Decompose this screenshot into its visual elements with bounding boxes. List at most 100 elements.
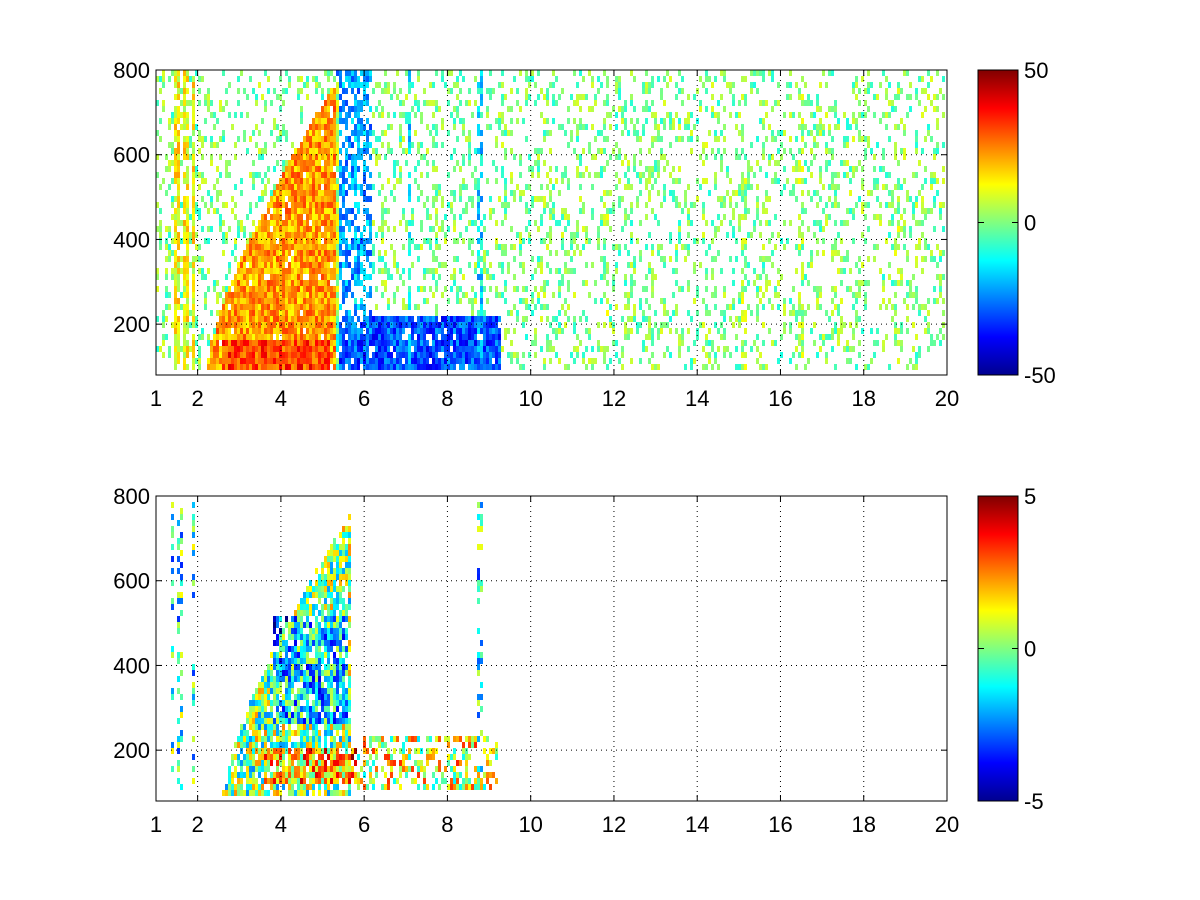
heatmap-cell: [858, 88, 861, 94]
heatmap-cell: [336, 286, 339, 292]
heatmap-cell: [381, 220, 384, 226]
heatmap-cell: [735, 124, 738, 130]
heatmap-cell: [678, 346, 681, 352]
heatmap-cell: [417, 160, 420, 166]
heatmap-cell: [453, 268, 456, 274]
heatmap-cell: [822, 70, 825, 76]
heatmap-cell: [834, 172, 837, 178]
heatmap-cell: [564, 226, 567, 232]
heatmap-cell: [327, 304, 330, 310]
heatmap-cell: [441, 220, 444, 226]
heatmap-cell: [864, 364, 867, 370]
heatmap-cell: [924, 238, 927, 244]
heatmap-cell: [387, 124, 390, 130]
heatmap-cell: [813, 286, 816, 292]
heatmap-cell: [834, 190, 837, 196]
heatmap-cell: [756, 316, 759, 322]
heatmap-cell: [894, 142, 897, 148]
heatmap-cell: [585, 124, 588, 130]
heatmap-cell: [300, 244, 303, 250]
heatmap-cell: [345, 88, 348, 94]
heatmap-cell: [738, 226, 741, 232]
heatmap-cell: [291, 166, 294, 172]
heatmap-cell: [294, 322, 297, 328]
heatmap-cell: [573, 268, 576, 274]
heatmap-cell: [798, 148, 801, 154]
heatmap-cell: [462, 76, 465, 82]
heatmap-cell: [486, 112, 489, 118]
heatmap-cell: [561, 238, 564, 244]
heatmap-cell: [309, 274, 312, 280]
heatmap-cell: [849, 346, 852, 352]
heatmap-cell: [192, 298, 195, 304]
heatmap-cell: [501, 202, 504, 208]
heatmap-cell: [216, 208, 219, 214]
heatmap-cell: [324, 226, 327, 232]
heatmap-cell: [912, 274, 915, 280]
heatmap-cell: [498, 244, 501, 250]
heatmap-cell: [915, 358, 918, 364]
heatmap-cell: [261, 220, 264, 226]
heatmap-cell: [849, 322, 852, 328]
heatmap-cell: [939, 256, 942, 262]
heatmap-cell: [192, 112, 195, 118]
heatmap-cell: [330, 208, 333, 214]
heatmap-cell: [531, 292, 534, 298]
heatmap-cell: [912, 346, 915, 352]
heatmap-cell: [219, 328, 222, 334]
heatmap-cell: [225, 340, 228, 346]
heatmap-cell: [252, 178, 255, 184]
heatmap-cell: [678, 70, 681, 76]
heatmap-cell: [174, 256, 177, 262]
heatmap-cell: [297, 286, 300, 292]
heatmap-cell: [789, 310, 792, 316]
heatmap-cell: [249, 298, 252, 304]
heatmap-cell: [741, 238, 744, 244]
heatmap-cell: [648, 322, 651, 328]
heatmap-cell: [624, 244, 627, 250]
heatmap-cell: [402, 352, 405, 358]
heatmap-cell: [768, 196, 771, 202]
heatmap-cell: [675, 202, 678, 208]
heatmap-cell: [276, 292, 279, 298]
heatmap-cell: [240, 298, 243, 304]
heatmap-cell: [234, 346, 237, 352]
heatmap-cell: [174, 196, 177, 202]
heatmap-cell: [330, 256, 333, 262]
heatmap-cell: [267, 250, 270, 256]
heatmap-cell: [942, 334, 945, 340]
heatmap-cell: [336, 196, 339, 202]
heatmap-cell: [816, 124, 819, 130]
heatmap-cell: [306, 268, 309, 274]
heatmap-cell: [483, 262, 486, 268]
heatmap-cell: [339, 106, 342, 112]
heatmap-cell: [717, 148, 720, 154]
heatmap-cell: [582, 76, 585, 82]
heatmap-cell: [663, 100, 666, 106]
heatmap-cell: [519, 190, 522, 196]
heatmap-cell: [255, 172, 258, 178]
heatmap-cell: [192, 262, 195, 268]
heatmap-cell: [543, 94, 546, 100]
heatmap-cell: [723, 196, 726, 202]
heatmap-cell: [705, 352, 708, 358]
heatmap-cell: [819, 178, 822, 184]
heatmap-cell: [450, 208, 453, 214]
heatmap-cell: [180, 256, 183, 262]
heatmap-cell: [333, 334, 336, 340]
heatmap-cell: [186, 226, 189, 232]
heatmap-cell: [174, 274, 177, 280]
heatmap-cell: [219, 100, 222, 106]
heatmap-cell: [198, 88, 201, 94]
heatmap-cell: [192, 256, 195, 262]
heatmap-cell: [690, 130, 693, 136]
heatmap-cell: [318, 364, 321, 370]
heatmap-cell: [702, 178, 705, 184]
heatmap-cell: [216, 364, 219, 370]
heatmap-cell: [249, 250, 252, 256]
heatmap-cell: [321, 262, 324, 268]
heatmap-cell: [615, 142, 618, 148]
heatmap-cell: [384, 328, 387, 334]
heatmap-cell: [555, 268, 558, 274]
heatmap-cell: [252, 232, 255, 238]
